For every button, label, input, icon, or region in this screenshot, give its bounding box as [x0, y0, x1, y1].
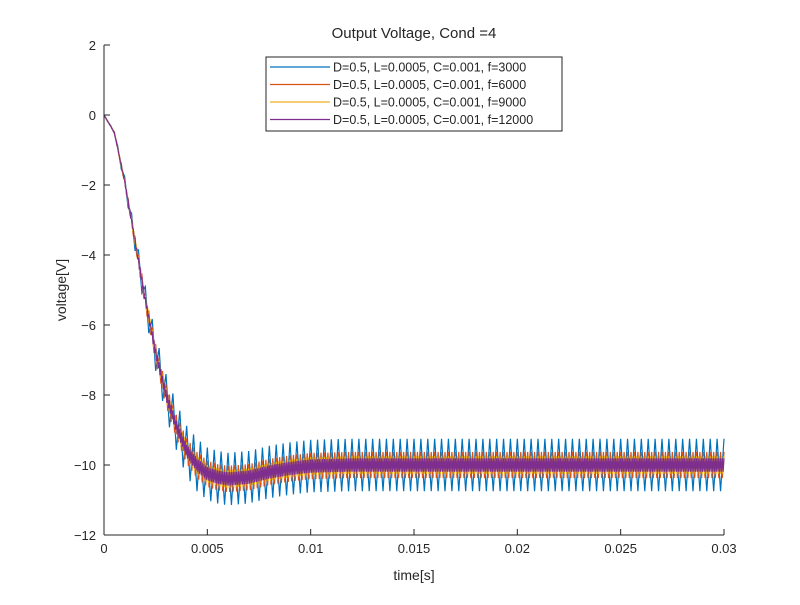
x-tick-label: 0.02: [505, 541, 530, 556]
y-tick-label: −10: [74, 458, 96, 473]
y-tick-label: 0: [89, 108, 96, 123]
legend-label: D=0.5, L=0.0005, C=0.001, f=12000: [333, 113, 533, 127]
y-tick-label: −12: [74, 528, 96, 543]
legend-box: [265, 56, 563, 132]
legend-item-3[interactable]: D=0.5, L=0.0005, C=0.001, f=12000: [270, 113, 533, 127]
x-tick-label: 0.03: [711, 541, 736, 556]
y-tick-label: 2: [89, 38, 96, 53]
legend[interactable]: D=0.5, L=0.0005, C=0.001, f=3000 D=0.5, L…: [265, 56, 563, 132]
x-tick-label: 0.025: [604, 541, 637, 556]
plot-lines: [103, 114, 725, 505]
series-line-1: [103, 114, 725, 493]
legend-item-1[interactable]: D=0.5, L=0.0005, C=0.001, f=6000: [270, 78, 526, 92]
series-line-2: [103, 114, 725, 488]
y-tick-label: −4: [81, 248, 96, 263]
legend-item-0[interactable]: D=0.5, L=0.0005, C=0.001, f=3000: [270, 61, 526, 75]
x-tick-label: 0.01: [298, 541, 323, 556]
legend-label: D=0.5, L=0.0005, C=0.001, f=3000: [333, 61, 526, 75]
legend-label: D=0.5, L=0.0005, C=0.001, f=6000: [333, 78, 526, 92]
y-tick-label: −8: [81, 388, 96, 403]
x-axis-label: time[s]: [393, 567, 434, 583]
y-tick-label: −6: [81, 318, 96, 333]
y-axis-label: voltage[V]: [53, 259, 69, 321]
legend-item-2[interactable]: D=0.5, L=0.0005, C=0.001, f=9000: [270, 96, 526, 110]
x-tick-label: 0.015: [398, 541, 431, 556]
y-tick-label: −2: [81, 178, 96, 193]
chart-title: Output Voltage, Cond =4: [332, 25, 497, 42]
x-tick-label: 0.005: [191, 541, 224, 556]
series-line-0: [103, 114, 725, 505]
x-tick-label: 0: [100, 541, 107, 556]
axes: 0 0.005 0.01 0.015 0.02 0.025 0.03 2 0 −2 −4 −6 −8 −1…: [74, 38, 737, 556]
series-line-3: [103, 114, 725, 486]
legend-label: D=0.5, L=0.0005, C=0.001, f=9000: [333, 96, 526, 110]
